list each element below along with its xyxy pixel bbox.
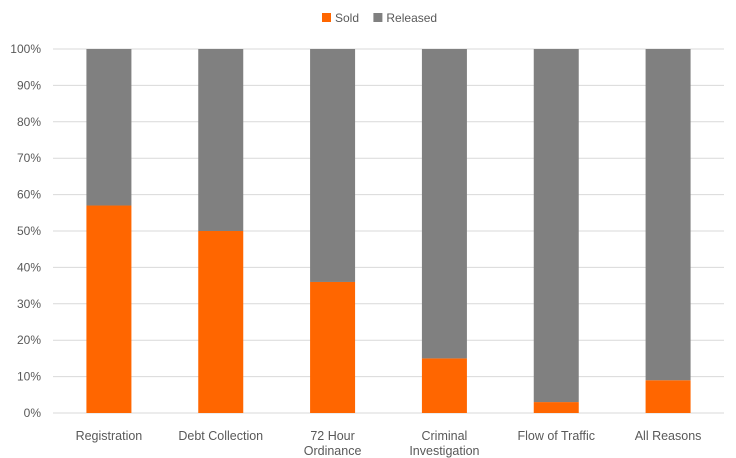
bar-sold-1: [198, 231, 244, 413]
y-tick-label: 20%: [17, 333, 41, 347]
y-tick-label: 0%: [24, 406, 42, 420]
y-axis: 0% 10% 20% 30% 40% 50% 60% 70% 80% 90% 100%: [10, 42, 41, 420]
bars: [86, 49, 691, 413]
legend-label-sold: Sold: [335, 11, 359, 25]
bar-sold-5: [645, 380, 691, 413]
bar-sold-4: [533, 402, 579, 413]
x-tick-label: All Reasons: [635, 429, 702, 443]
bar-released-3: [421, 49, 467, 359]
x-tick-label: Flow of Traffic: [517, 429, 595, 443]
x-tick-label: Registration: [76, 429, 143, 443]
legend-label-released: Released: [386, 11, 437, 25]
bar-released-0: [86, 49, 132, 206]
gridlines: [53, 48, 724, 414]
x-tick-label-line: Debt Collection: [178, 429, 263, 443]
x-tick-label-line: Criminal: [421, 429, 467, 443]
bar-sold-3: [421, 358, 467, 413]
y-tick-label: 60%: [17, 188, 41, 202]
bar-released-2: [310, 49, 356, 282]
x-tick-label: Debt Collection: [178, 429, 263, 443]
x-tick-label: Criminal Investigation: [409, 429, 479, 458]
y-tick-label: 100%: [10, 42, 41, 56]
legend-swatch-sold: [322, 13, 331, 22]
x-tick-label: 72 Hour Ordinance: [304, 429, 362, 458]
bar-sold-0: [86, 205, 132, 413]
x-tick-label-line: Ordinance: [304, 444, 362, 458]
bar-released-1: [198, 49, 244, 231]
bar-released-4: [533, 49, 579, 403]
x-tick-label-line: All Reasons: [635, 429, 702, 443]
x-tick-label-line: 72 Hour: [310, 429, 354, 443]
y-tick-label: 40%: [17, 260, 41, 274]
legend: Sold Released: [322, 11, 437, 25]
bar-released-5: [645, 49, 691, 381]
x-tick-label-line: Investigation: [409, 444, 479, 458]
x-axis: Registration Debt Collection 72 Hour Ordina…: [76, 429, 702, 458]
y-tick-label: 10%: [17, 370, 41, 384]
y-tick-label: 30%: [17, 297, 41, 311]
y-tick-label: 70%: [17, 151, 41, 165]
y-tick-label: 80%: [17, 115, 41, 129]
y-tick-label: 50%: [17, 224, 41, 238]
bar-sold-2: [310, 281, 356, 413]
x-tick-label-line: Flow of Traffic: [517, 429, 595, 443]
y-tick-label: 90%: [17, 78, 41, 92]
x-tick-label-line: Registration: [76, 429, 143, 443]
legend-swatch-released: [373, 13, 383, 22]
